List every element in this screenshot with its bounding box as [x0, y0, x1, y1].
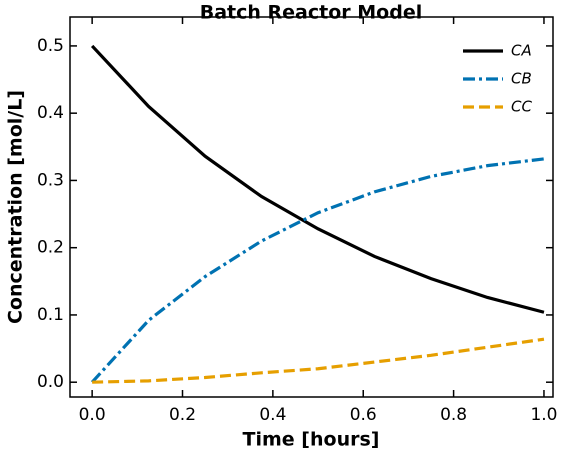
x-tick-label: 0.4 [259, 405, 286, 425]
x-axis-label: Time [hours] [243, 429, 380, 451]
legend-label: CA [511, 42, 532, 60]
legend-label: CB [511, 70, 532, 88]
x-tick-label: 0.8 [440, 405, 467, 425]
line-series [90, 157, 545, 384]
x-tick-label: 1.0 [530, 405, 557, 425]
y-tick-label: 0.5 [37, 36, 64, 56]
y-tick-label: 0.1 [37, 305, 64, 325]
y-axis-label: Concentration [mol/L] [5, 90, 27, 324]
line-series [90, 44, 545, 314]
y-tick-label: 0.2 [37, 238, 64, 258]
y-tick-label: 0.3 [37, 170, 64, 190]
x-tick-label: 0.2 [169, 405, 196, 425]
line-series [92, 337, 545, 384]
x-tick-label: 0.6 [350, 405, 377, 425]
y-tick-label: 0.0 [37, 372, 64, 392]
x-tick-label: 0.0 [79, 405, 106, 425]
legend-label: CC [511, 98, 532, 116]
y-tick-label: 0.4 [37, 103, 64, 123]
plot-frame [69, 16, 554, 398]
chart-title: Batch Reactor Model [200, 2, 422, 24]
